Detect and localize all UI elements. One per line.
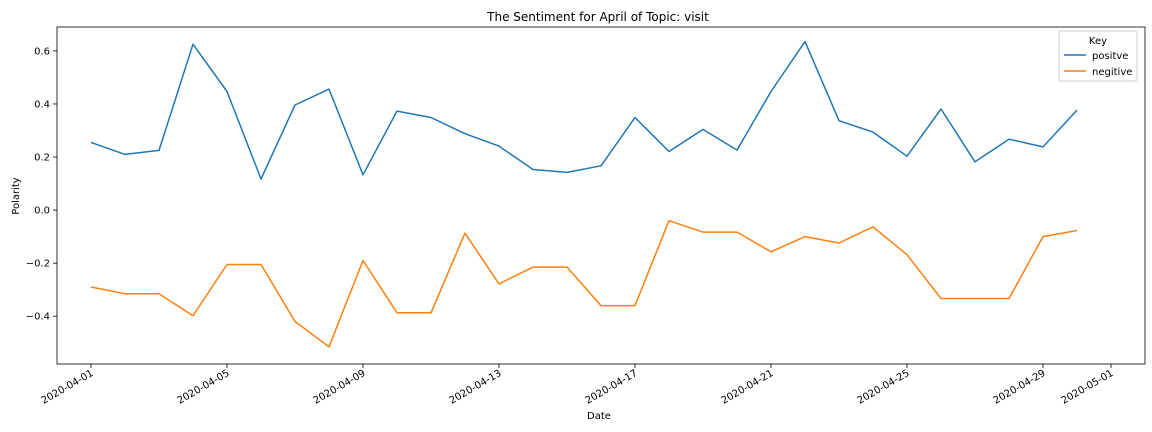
legend-label-positve: positve (1092, 51, 1128, 62)
y-tick-label: 0.4 (34, 99, 50, 110)
series-line-positve (90, 40, 1078, 180)
y-axis-label: Polarity (11, 177, 22, 215)
x-axis-label: Date (587, 411, 611, 422)
series-lines (90, 40, 1078, 348)
legend-box (1058, 30, 1138, 82)
legend-title: Key (1089, 36, 1107, 47)
y-tick-label: 0.2 (34, 153, 50, 164)
legend: Key positve negitive (1058, 30, 1138, 82)
plot-area (56, 26, 1146, 365)
y-tick-label: 0.0 (34, 206, 50, 217)
y-tick-label: 0.6 (34, 46, 50, 57)
series-line-negitive (90, 219, 1078, 348)
y-tick-label: −0.4 (26, 312, 50, 323)
y-axis: 0.6 0.4 0.2 0.0 −0.2 −0.4 (26, 46, 57, 323)
y-tick-label: −0.2 (26, 259, 50, 270)
legend-label-negitive: negitive (1092, 67, 1132, 78)
chart-title: The Sentiment for April of Topic: visit (486, 10, 709, 24)
